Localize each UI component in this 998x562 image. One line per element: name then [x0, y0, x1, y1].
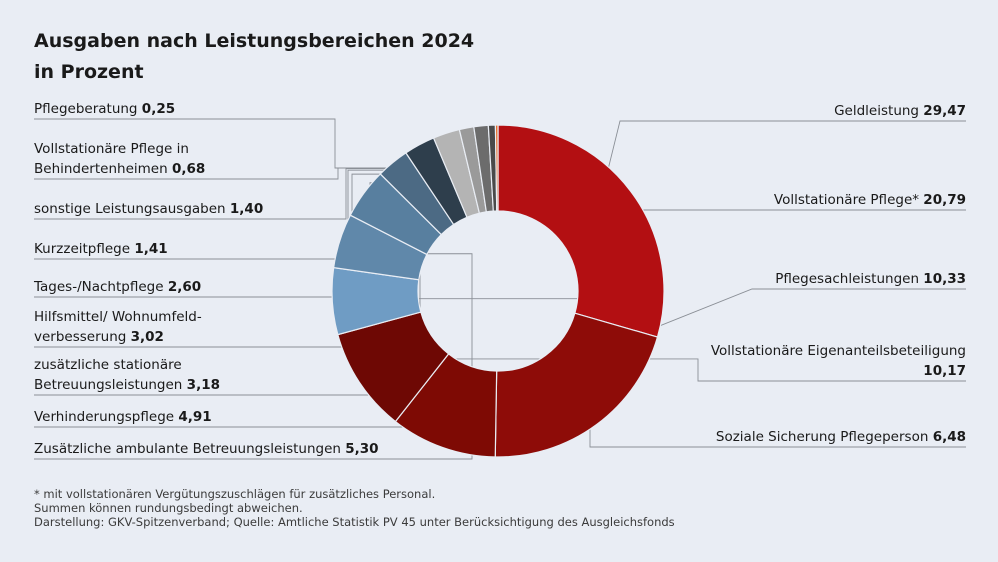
label-value: 4,91 — [178, 409, 211, 425]
label-verhinderungspflege: Verhinderungspflege 4,91 — [34, 409, 212, 425]
label-value: 6,48 — [933, 429, 966, 445]
label-text-line: Pflegeberatung 0,25 — [34, 101, 175, 117]
slice-labels: Geldleistung 29,47 Vollstationäre Pflege*… — [33, 101, 966, 457]
label-hilfsmittel-wohnumfeld-verbesserung: Hilfsmittel/ Wohnumfeld-verbesserung 3,0… — [34, 309, 202, 345]
chart-title: Ausgaben nach Leistungsbereichen 2024 in… — [34, 26, 474, 88]
chart-title-line2: in Prozent — [34, 61, 144, 83]
label-text-line: Geldleistung 29,47 — [834, 103, 966, 119]
label-value: 1,40 — [230, 201, 263, 217]
label-vollstationäre-eigenanteilsbeteiligung: Vollstationäre Eigenanteilsbeteiligung 10… — [711, 343, 966, 379]
label-text-line: Verhinderungspflege 4,91 — [34, 409, 212, 425]
label-text-line: sonstige Leistungsausgaben 1,40 — [34, 201, 263, 217]
label-value: 20,79 — [923, 192, 966, 208]
label-text-line: Kurzzeitpflege 1,41 — [34, 241, 168, 257]
label-value: 0,25 — [142, 101, 175, 117]
label-text-line: Vollstationäre Pflege in — [34, 141, 189, 157]
label-geldleistung: Geldleistung 29,47 — [834, 103, 966, 119]
label-text-line: Hilfsmittel/ Wohnumfeld- — [34, 309, 202, 325]
label-value: 0,68 — [172, 161, 205, 177]
label-pflegeberatung: Pflegeberatung 0,25 — [34, 101, 175, 117]
label-zusätzliche-stationäre-betreuungsleistungen: zusätzliche stationäre Betreuungsleistung… — [34, 357, 220, 393]
source-note: Darstellung: GKV-Spitzenverband; Quelle:… — [34, 515, 675, 529]
label-text-line: zusätzliche stationäre — [34, 357, 182, 373]
footer-notes: * mit vollstationären Vergütungszuschläg… — [34, 487, 675, 529]
label-text-line: Soziale Sicherung Pflegeperson 6,48 — [716, 429, 966, 445]
label-value: 5,30 — [345, 441, 378, 457]
label-kurzzeitpflege: Kurzzeitpflege 1,41 — [34, 241, 168, 257]
label-tages-nachtpflege: Tages-/Nachtpflege 2,60 — [33, 279, 201, 295]
label-value: 2,60 — [168, 279, 201, 295]
label-value: 10,17 — [923, 363, 966, 379]
label-text-line: Betreuungsleistungen 3,18 — [34, 377, 220, 393]
label-value: 3,18 — [187, 377, 220, 393]
label-text-line: verbesserung 3,02 — [34, 329, 164, 345]
slice-pflegeberatung — [494, 124, 499, 212]
label-value: 10,33 — [923, 271, 966, 287]
label-text-line: 10,17 — [923, 363, 966, 379]
label-text-line: Pflegesachleistungen 10,33 — [775, 271, 966, 287]
label-text-line: Tages-/Nachtpflege 2,60 — [33, 279, 201, 295]
label-value: 3,02 — [131, 329, 164, 345]
label-text-line: Vollstationäre Eigenanteilsbeteiligung — [711, 343, 966, 359]
chart-title-line1: Ausgaben nach Leistungsbereichen 2024 — [34, 30, 475, 52]
footnote: * mit vollstationären Vergütungszuschläg… — [34, 487, 436, 501]
label-value: 1,41 — [134, 241, 167, 257]
label-sonstige-leistungsausgaben: sonstige Leistungsausgaben 1,40 — [34, 201, 263, 217]
label-value: 29,47 — [923, 103, 966, 119]
label-text-line: Zusätzliche ambulante Betreuungsleistung… — [34, 441, 379, 457]
rounding-note: Summen können rundungsbedingt abweichen. — [34, 501, 303, 515]
label-text-line: Behindertenheimen 0,68 — [34, 161, 205, 177]
label-vollstationäre-pflege: Vollstationäre Pflege* 20,79 — [774, 192, 966, 208]
label-pflegesachleistungen: Pflegesachleistungen 10,33 — [775, 271, 966, 287]
label-text-line: Vollstationäre Pflege* 20,79 — [774, 192, 966, 208]
donut-slices — [331, 124, 665, 458]
label-vollstationäre-pflege-in-behindertenheimen: Vollstationäre Pflege in Behindertenheime… — [34, 141, 205, 177]
label-soziale-sicherung-pflegeperson: Soziale Sicherung Pflegeperson 6,48 — [716, 429, 966, 445]
slice-geldleistung — [497, 124, 665, 338]
slice-vollstationäre-pflege — [494, 312, 659, 458]
label-zusätzliche-ambulante-betreuungsleistungen: Zusätzliche ambulante Betreuungsleistung… — [34, 441, 379, 457]
